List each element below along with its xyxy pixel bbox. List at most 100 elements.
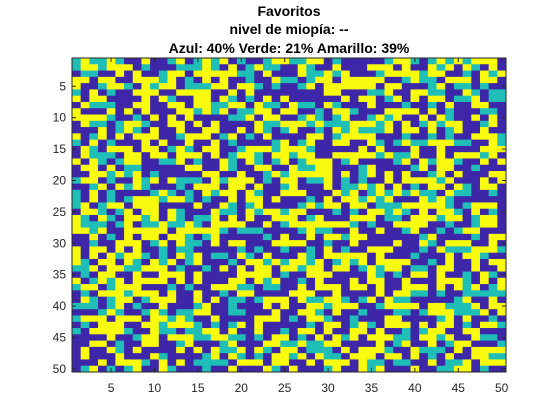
heatmap-cell [271, 189, 281, 197]
heatmap-cell [306, 265, 316, 272]
heatmap-cell [488, 277, 498, 285]
heatmap-cell [89, 139, 99, 147]
heatmap-cell [462, 152, 472, 159]
heatmap-cell [176, 83, 186, 90]
heatmap-cell [306, 271, 316, 279]
heatmap-cell [262, 246, 272, 254]
heatmap-cell [384, 64, 394, 71]
heatmap-cell [436, 208, 446, 216]
heatmap-cell [202, 139, 212, 147]
heatmap-cell [367, 246, 377, 254]
heatmap-cell [106, 114, 116, 122]
heatmap-cell [289, 271, 299, 279]
heatmap-cell [176, 208, 186, 216]
heatmap-cell [349, 334, 359, 341]
heatmap-cell [262, 302, 272, 310]
heatmap-cell [358, 365, 368, 373]
heatmap-cell [271, 221, 281, 228]
heatmap-cell [280, 277, 290, 285]
heatmap-cell [445, 139, 455, 147]
heatmap-cell [228, 158, 238, 166]
heatmap-cell [98, 315, 108, 323]
heatmap-cell [184, 158, 194, 166]
heatmap-cell [210, 296, 220, 304]
heatmap-cell [306, 290, 316, 297]
heatmap-cell [176, 145, 186, 153]
heatmap-cell [479, 76, 489, 84]
heatmap-cell [80, 120, 90, 128]
y-tick-label: 35 [53, 268, 67, 282]
heatmap-cell [323, 328, 333, 335]
heatmap-cell [445, 58, 455, 65]
heatmap-cell [427, 302, 437, 310]
heatmap-cell [384, 177, 394, 184]
heatmap-cell [436, 365, 446, 373]
heatmap-cell [497, 246, 507, 254]
heatmap-cell [306, 346, 316, 354]
heatmap-cell [150, 296, 160, 304]
heatmap-cell [245, 177, 255, 184]
heatmap-cell [106, 95, 116, 103]
heatmap-cell [176, 346, 186, 354]
heatmap-cell [315, 227, 325, 235]
heatmap-cell [497, 89, 507, 97]
heatmap-cell [89, 64, 99, 71]
heatmap-cell [158, 108, 168, 115]
heatmap-cell [132, 296, 142, 304]
heatmap-cell [488, 196, 498, 203]
heatmap-cell [384, 240, 394, 247]
heatmap-cell [262, 359, 272, 367]
heatmap-cell [245, 340, 255, 348]
heatmap-cell [115, 340, 125, 348]
heatmap-cell [158, 227, 168, 235]
heatmap-cell [358, 353, 368, 360]
heatmap-cell [332, 290, 342, 297]
heatmap-cell [315, 114, 325, 122]
heatmap-cell [349, 171, 359, 178]
heatmap-cell [106, 202, 116, 210]
heatmap-cell [315, 233, 325, 241]
heatmap-cell [410, 258, 420, 266]
heatmap-cell [132, 158, 142, 166]
heatmap-cell [280, 183, 290, 191]
heatmap-cell [202, 145, 212, 153]
heatmap-cell [106, 89, 116, 97]
heatmap-cell [254, 189, 264, 197]
heatmap-cell [462, 70, 472, 78]
heatmap-cell [98, 133, 108, 140]
heatmap-cell [297, 340, 307, 348]
heatmap-cell [150, 233, 160, 241]
heatmap-cell [219, 221, 229, 228]
heatmap-cell [289, 64, 299, 71]
heatmap-cell [271, 208, 281, 216]
heatmap-cell [410, 309, 420, 316]
heatmap-cell [427, 127, 437, 134]
heatmap-cell [167, 258, 177, 266]
heatmap-cell [453, 359, 463, 367]
heatmap-cell [410, 64, 420, 71]
heatmap-cell [393, 328, 403, 335]
heatmap-cell [488, 127, 498, 134]
heatmap-cell [132, 89, 142, 97]
heatmap-cell [401, 359, 411, 367]
heatmap-cell [445, 171, 455, 178]
heatmap-cell [427, 328, 437, 335]
heatmap-cell [176, 221, 186, 228]
heatmap-cell [115, 365, 125, 373]
heatmap-cell [245, 108, 255, 115]
heatmap-cell [332, 58, 342, 65]
heatmap-cell [202, 296, 212, 304]
heatmap-cell [488, 89, 498, 97]
heatmap-cell [271, 114, 281, 122]
heatmap-cell [202, 215, 212, 222]
heatmap-cell [479, 70, 489, 78]
heatmap-cell [202, 89, 212, 97]
heatmap-cell [410, 133, 420, 140]
heatmap-cell [358, 101, 368, 109]
heatmap-cell [98, 89, 108, 97]
heatmap-cell [280, 296, 290, 304]
heatmap-cell [306, 309, 316, 316]
heatmap-cell [176, 246, 186, 254]
heatmap-cell [306, 64, 316, 71]
heatmap-cell [445, 202, 455, 210]
